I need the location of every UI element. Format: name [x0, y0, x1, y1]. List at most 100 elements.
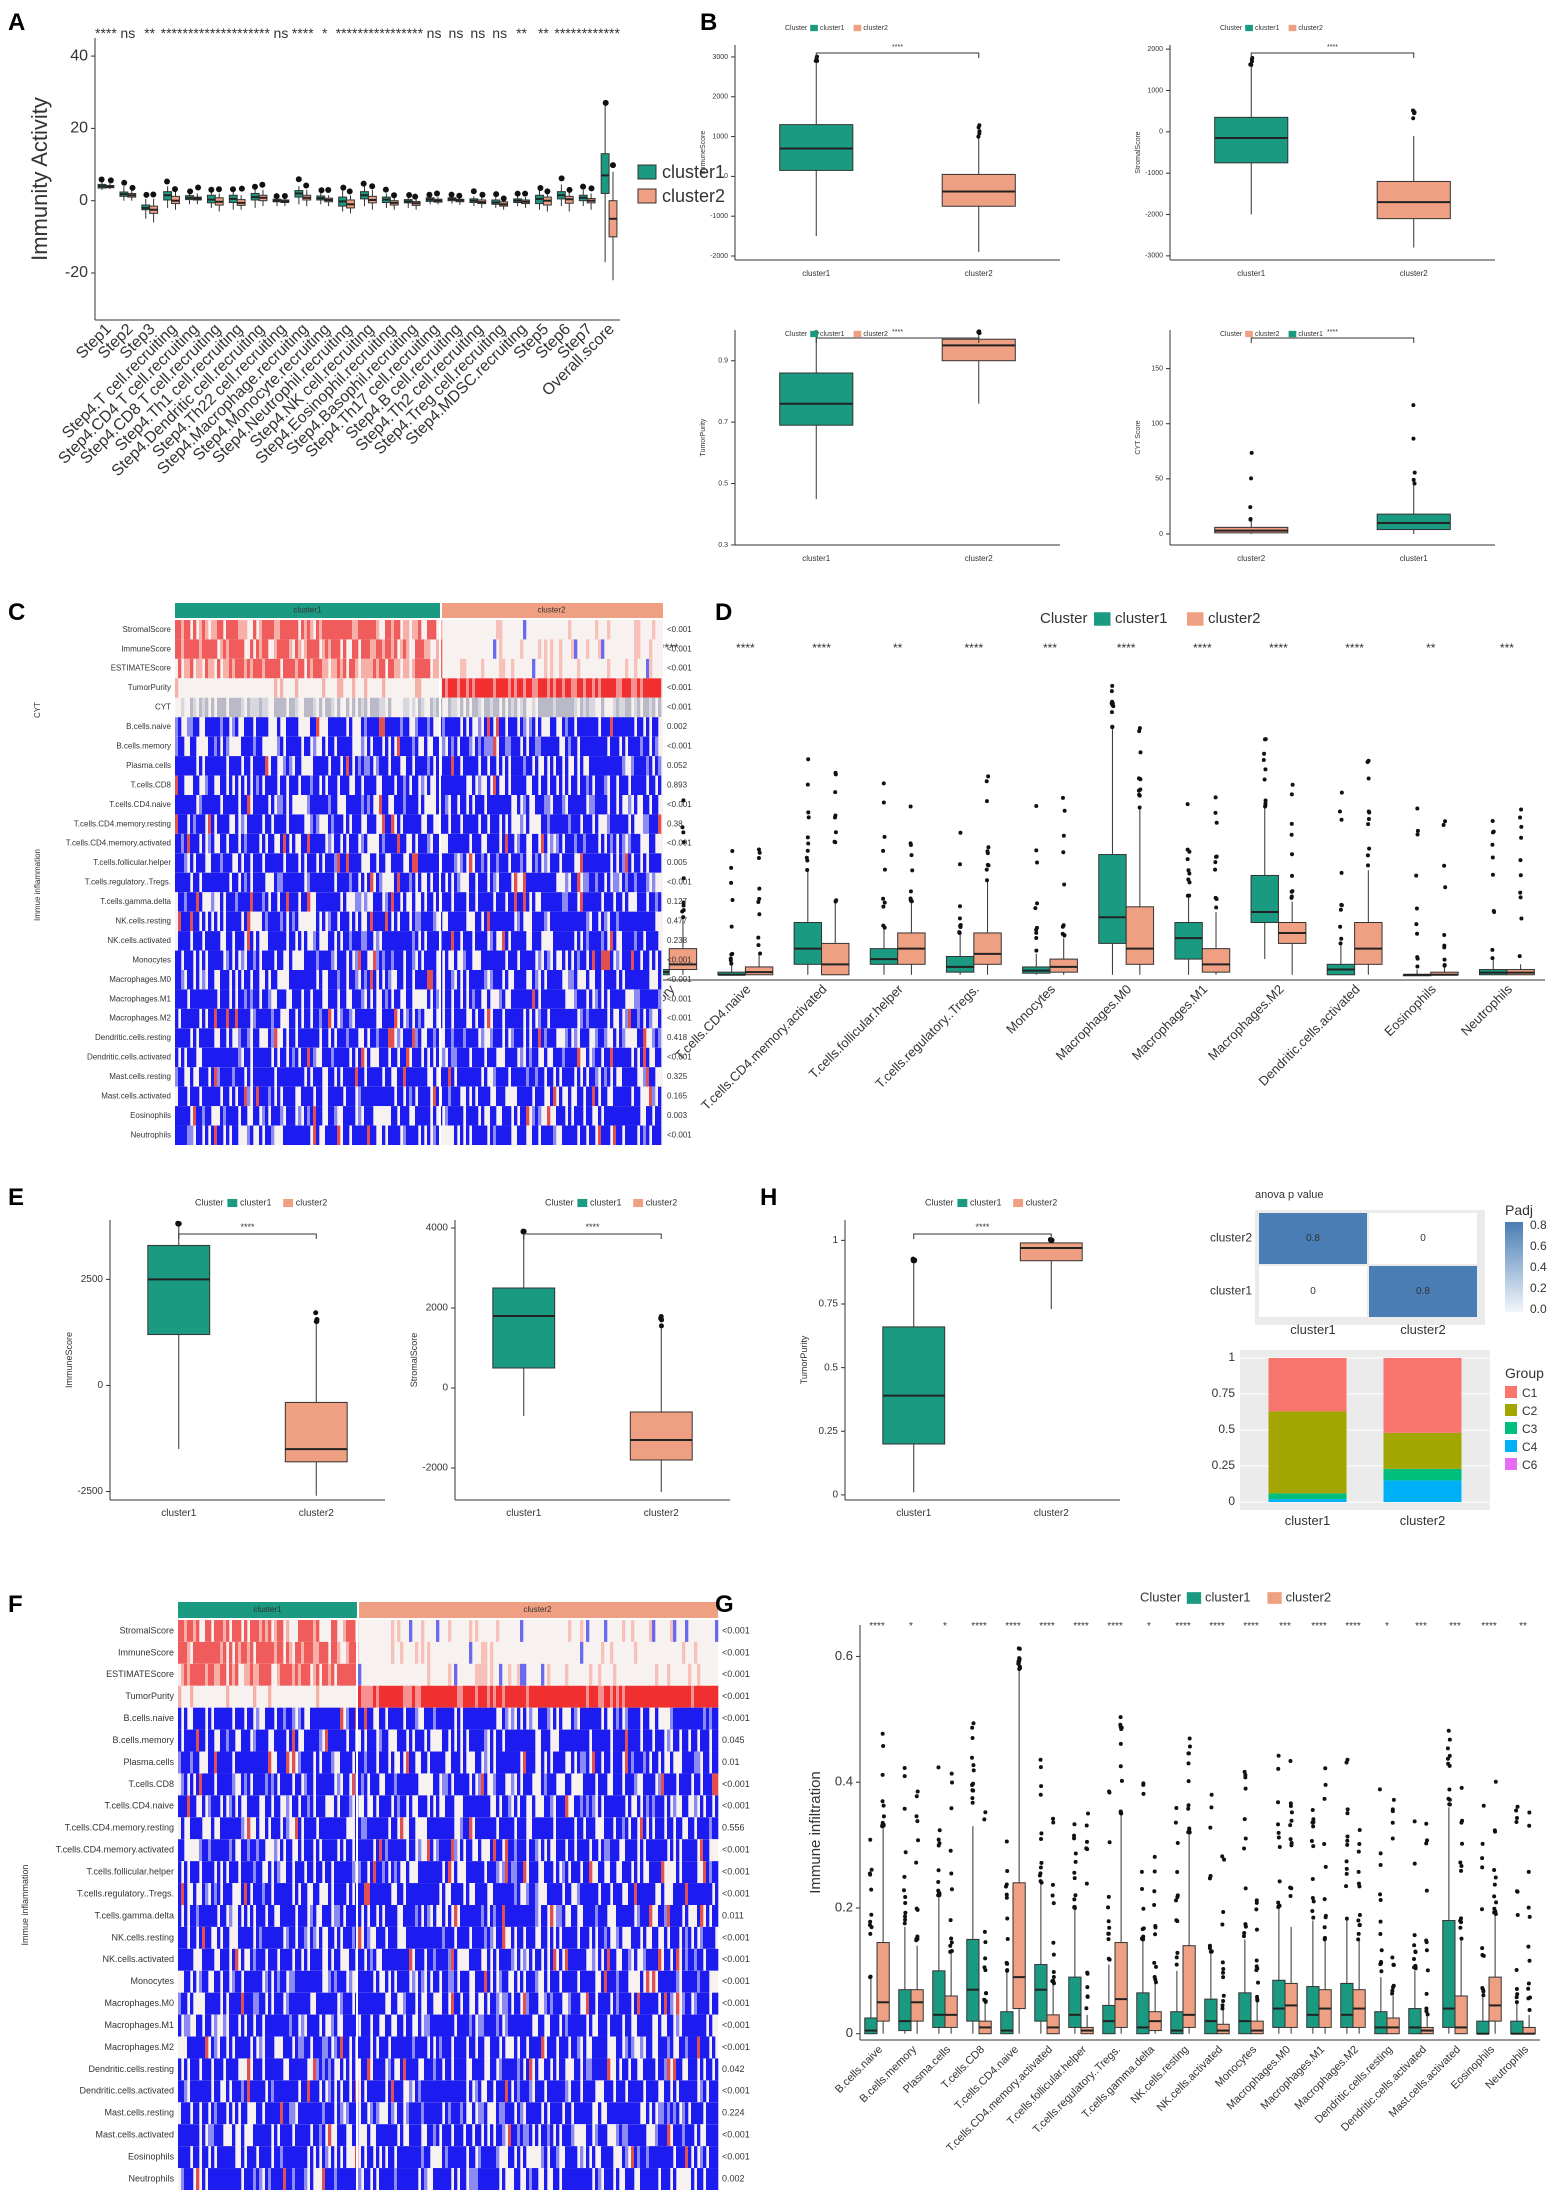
heat-cell — [331, 989, 335, 1009]
outlier-point — [500, 195, 507, 202]
heat-cell — [613, 989, 617, 1009]
heat-cell — [511, 697, 515, 718]
heat-cell — [199, 658, 203, 679]
heat-cell — [298, 1067, 302, 1087]
heat-cell — [415, 970, 419, 990]
heat-cell — [283, 814, 287, 834]
heat-cell — [205, 697, 209, 718]
heat-cell — [196, 658, 200, 679]
heat-cell — [454, 795, 458, 815]
heat-cell — [307, 795, 311, 815]
heat-cell — [508, 1047, 512, 1068]
heat-cell — [538, 950, 542, 970]
heat-cell — [295, 658, 299, 679]
heat-cell — [370, 1028, 374, 1048]
heat-cell — [250, 814, 254, 834]
heat-cell — [331, 872, 335, 893]
heat-cell — [205, 989, 209, 1009]
outlier-point — [1517, 954, 1522, 959]
heat-cell — [418, 814, 422, 834]
heat-cell — [514, 1106, 518, 1126]
box — [882, 1326, 946, 1445]
heat-cell — [448, 833, 452, 854]
heat-cell — [211, 814, 215, 834]
heat-cell — [505, 1047, 509, 1068]
heat-cell — [592, 697, 596, 718]
significance-label: **** — [1269, 641, 1288, 655]
outlier-point — [1442, 863, 1447, 868]
box — [600, 153, 610, 194]
significance-bracket — [178, 1233, 317, 1239]
heat-cell — [283, 639, 287, 659]
heat-cell — [190, 756, 194, 776]
outlier-point — [1119, 1811, 1124, 1816]
heat-cell — [229, 1106, 233, 1126]
heat-cell — [601, 1086, 605, 1107]
heat-cell — [370, 1008, 374, 1029]
heat-cell — [415, 639, 419, 659]
outlier-point — [1034, 935, 1039, 940]
heat-cell — [631, 1008, 635, 1029]
heat-cell — [298, 872, 302, 893]
heat-cell — [388, 620, 392, 640]
heat-cell — [196, 833, 200, 854]
heat-cell — [319, 620, 323, 640]
y-tick-label: 0.9 — [718, 358, 728, 365]
heat-cell — [658, 1028, 662, 1048]
heat-cell — [550, 717, 554, 737]
heat-cell — [265, 814, 269, 834]
heat-cell — [490, 697, 494, 718]
heat-cell — [502, 1106, 506, 1126]
heat-cell — [190, 658, 194, 679]
heat-cell — [382, 775, 386, 795]
heat-cell — [589, 950, 593, 970]
outlier-point — [916, 1838, 921, 1843]
heat-cell — [646, 1047, 650, 1068]
heat-cell — [184, 853, 188, 873]
heat-cell — [529, 950, 533, 970]
heat-cell — [610, 678, 614, 698]
heat-cell — [280, 892, 284, 912]
heat-cell — [196, 1086, 200, 1107]
heat-cell — [511, 892, 515, 912]
heat-cell — [472, 989, 476, 1009]
heat-cell — [397, 814, 401, 834]
heat-cell — [481, 658, 485, 679]
heat-cell — [373, 620, 377, 640]
heat-cell — [544, 853, 548, 873]
outlier-point — [1221, 1998, 1226, 2003]
heat-cell — [454, 697, 458, 718]
heat-cell — [547, 1067, 551, 1087]
heat-cell — [628, 911, 632, 932]
heat-cell — [592, 1125, 596, 1145]
outlier-point — [1085, 1994, 1090, 1999]
heat-cell — [646, 911, 650, 932]
heat-cell — [403, 1047, 407, 1068]
heat-cell — [385, 736, 389, 757]
legend-label: C2 — [1522, 1404, 1538, 1418]
heat-cell — [322, 872, 326, 893]
heat-cell — [229, 1663, 233, 1686]
heat-cell — [544, 1028, 548, 1048]
heat-cell — [211, 795, 215, 815]
heat-cell — [322, 775, 326, 795]
significance-label: **** — [576, 25, 598, 41]
heat-cell — [484, 1125, 488, 1145]
heat-cell — [520, 931, 524, 951]
heat-cell — [214, 736, 218, 757]
heat-cell — [577, 814, 581, 834]
heat-cell — [232, 795, 236, 815]
heat-cell — [181, 853, 185, 873]
outlier-point — [949, 1771, 954, 1776]
heat-cell — [193, 872, 197, 893]
outlier-point — [1220, 1922, 1225, 1927]
outlier-point — [1221, 1975, 1226, 1980]
heat-cell — [262, 1008, 266, 1029]
heat-cell — [328, 1008, 332, 1029]
heat-cell — [229, 853, 233, 873]
outlier-point — [1107, 1790, 1112, 1795]
heat-cell — [289, 1067, 293, 1087]
heat-cell — [643, 1047, 647, 1068]
heat-cell — [196, 1663, 200, 1686]
heat-cell — [634, 970, 638, 990]
